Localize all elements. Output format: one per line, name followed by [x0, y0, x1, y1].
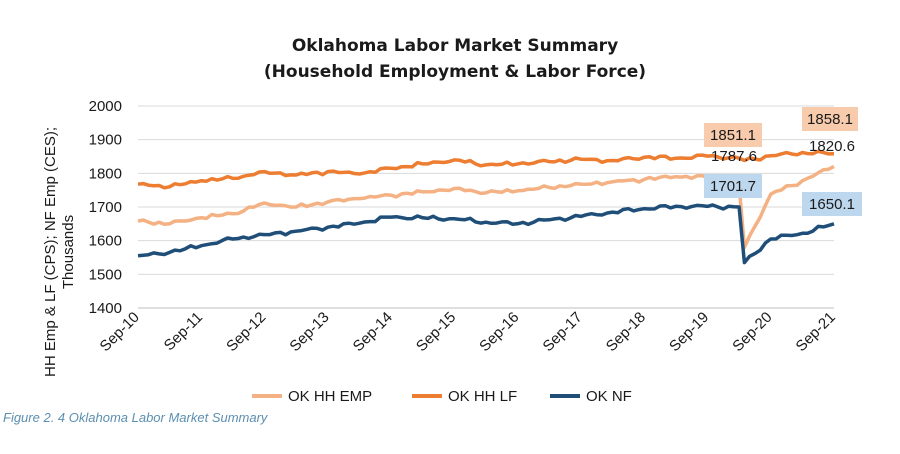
legend-label-nf: OK NF [586, 388, 632, 405]
data-label: 1851.1 [704, 123, 762, 147]
x-tick-label: Sep-11 [161, 309, 206, 354]
y-axis-ticks: 1400 1500 1600 1700 1800 1900 2000 [89, 98, 122, 317]
y-tick-label: 1800 [89, 165, 122, 182]
chart-title-line-2: (Household Employment & Labor Force) [264, 62, 646, 82]
x-tick-label: Sep-15 [413, 309, 459, 355]
data-label: 1858.1 [802, 107, 858, 131]
x-tick-label: Sep-20 [729, 309, 775, 355]
y-tick-label: 2000 [89, 98, 122, 115]
data-label-text: 1701.7 [710, 178, 756, 195]
figure-caption: Figure 2. 4 Oklahoma Labor Market Summar… [3, 410, 268, 425]
x-tick-label: Sep-18 [603, 309, 649, 355]
x-tick-label: Sep-17 [540, 309, 586, 355]
y-tick-label: 1700 [89, 199, 122, 216]
x-tick-label: Sep-13 [286, 309, 332, 355]
y-axis-label-line-1: HH Emp & LF (CPS); NF Emp (CES); [42, 127, 59, 377]
data-label-background [802, 192, 862, 216]
x-axis-ticks: Sep-10 Sep-11 Sep-12 Sep-13 Sep-14 Sep-15 Sep-… [97, 309, 839, 355]
y-axis-label-line-2: Thousands [60, 215, 77, 289]
x-tick-label: Sep-16 [476, 309, 522, 355]
series-line-ok-hh-lf [137, 149, 835, 190]
data-label-text: 1650.1 [809, 196, 855, 213]
data-label: 1787.6 [711, 148, 757, 165]
data-label-background [704, 174, 762, 198]
legend: OK HH EMP OK HH LF OK NF [252, 388, 632, 405]
y-tick-label: 1400 [89, 300, 122, 317]
x-tick-label: Sep-12 [223, 309, 269, 355]
data-label-text: 1787.6 [711, 148, 757, 165]
x-tick-label: Sep-14 [350, 309, 396, 355]
x-tick-label: Sep-19 [666, 309, 712, 355]
data-labels: 1851.1 1787.6 1701.7 1858.1 1820.6 1650.1 [704, 107, 862, 216]
data-label-text: 1858.1 [807, 111, 853, 128]
data-label-text: 1851.1 [710, 127, 756, 144]
y-tick-label: 1600 [89, 233, 122, 250]
data-label-background [802, 107, 858, 131]
data-label-text: 1820.6 [809, 138, 855, 155]
chart-title-line-1: Oklahoma Labor Market Summary [292, 36, 618, 56]
y-tick-label: 1500 [89, 266, 122, 283]
legend-label-hh-emp: OK HH EMP [288, 388, 372, 405]
data-label-background [704, 123, 762, 147]
data-label: 1701.7 [704, 174, 762, 198]
series-line-ok-nf [137, 203, 835, 265]
x-tick-label: Sep-21 [793, 309, 839, 355]
y-tick-label: 1900 [89, 132, 122, 149]
data-label: 1820.6 [809, 138, 855, 155]
data-label: 1650.1 [802, 192, 862, 216]
legend-label-hh-lf: OK HH LF [448, 388, 517, 405]
